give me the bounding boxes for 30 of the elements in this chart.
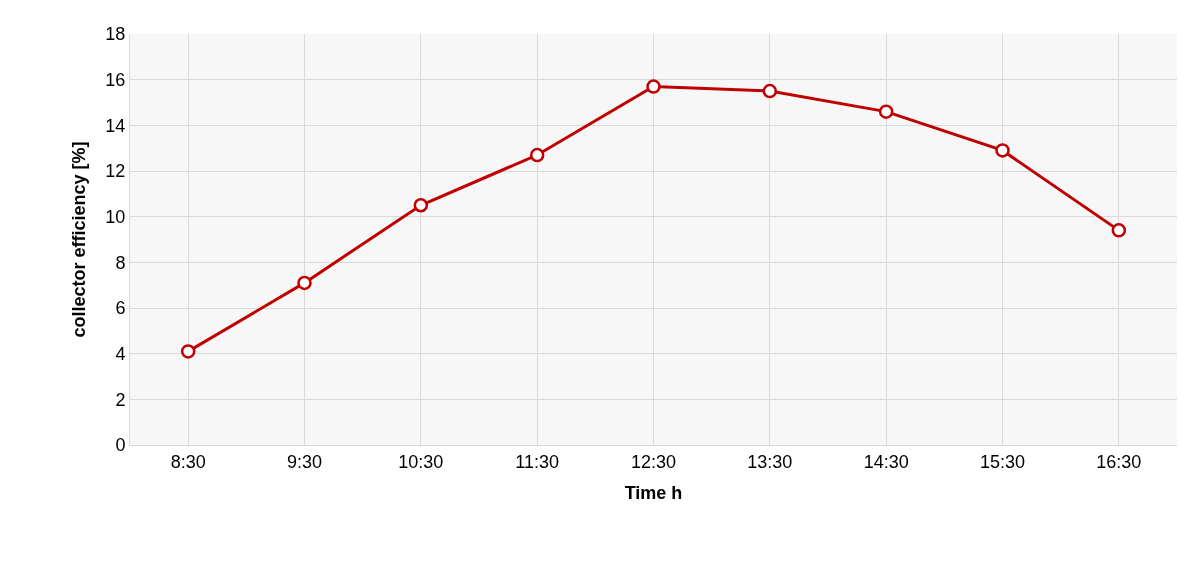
- point: [413, 198, 429, 213]
- y-axis-title: collector efficiency [%]: [68, 141, 89, 338]
- y-tick-label: 18: [105, 24, 126, 45]
- y-tick-label: 4: [115, 343, 126, 364]
- x-tick-label: 15:30: [979, 451, 1026, 472]
- y-tick-label: 10: [105, 206, 126, 227]
- point: [995, 143, 1010, 158]
- point: [1111, 223, 1127, 238]
- y-tick-label: 14: [105, 115, 126, 136]
- y-tick-label: 16: [105, 69, 126, 90]
- x-tick-label: 11:30: [515, 451, 560, 472]
- point: [297, 275, 312, 291]
- point: [180, 344, 196, 359]
- y-tick-label: 6: [115, 298, 126, 319]
- point: [878, 104, 894, 119]
- x-tick-label: 9:30: [286, 451, 323, 472]
- x-tick-label: 8:30: [170, 451, 206, 472]
- y-tick-label: 2: [115, 389, 126, 410]
- y-tick-label: 12: [105, 161, 126, 182]
- x-tick-label: 13:30: [747, 451, 793, 472]
- point: [646, 79, 661, 94]
- point: [529, 147, 545, 163]
- x-tick-label: 12:30: [630, 451, 677, 472]
- x-tick-label: 10:30: [398, 451, 444, 472]
- x-axis-title: Time h: [624, 482, 683, 503]
- y-tick-label: 0: [115, 435, 126, 456]
- y-tick-label: 8: [115, 252, 126, 273]
- x-tick-label: 14:30: [863, 451, 909, 472]
- x-tick-label: 16:30: [1096, 451, 1142, 472]
- point: [762, 83, 778, 99]
